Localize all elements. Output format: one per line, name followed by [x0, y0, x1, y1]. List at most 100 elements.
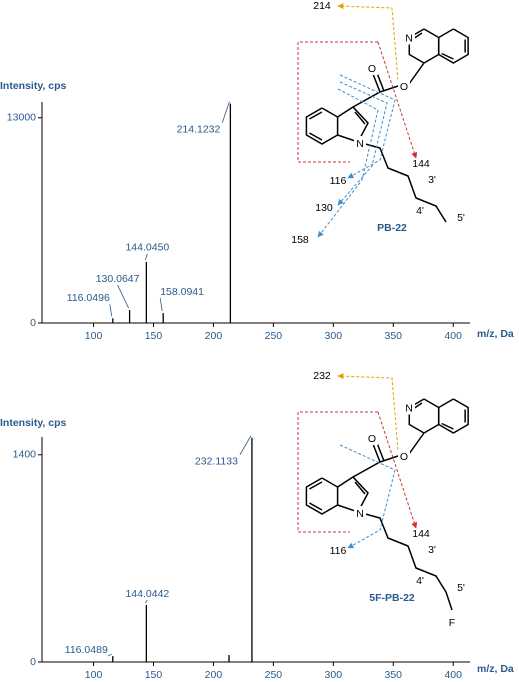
bond — [337, 476, 369, 513]
bond — [352, 455, 399, 478]
bond — [437, 28, 469, 64]
atom-bg — [354, 506, 366, 520]
bond — [445, 591, 453, 611]
bond — [357, 511, 447, 593]
position-label: 5' — [457, 582, 465, 594]
fragment-label: 144 — [412, 528, 430, 540]
atom-label: O — [368, 63, 376, 75]
fragment-label: 232 — [313, 370, 331, 382]
bond — [309, 481, 323, 490]
atom-bg — [366, 431, 378, 445]
fragment-label: 116 — [330, 175, 347, 187]
position-label: 4' — [416, 575, 424, 587]
bond — [357, 141, 447, 223]
fragment-label: 130 — [315, 202, 333, 214]
x-tick-label: 250 — [265, 669, 283, 681]
atom-label: F — [449, 617, 455, 629]
position-label: 4' — [416, 205, 424, 217]
leader-line — [109, 304, 113, 317]
cleavage-box — [297, 411, 378, 533]
leader-line — [144, 253, 148, 261]
bond — [337, 106, 369, 143]
bond — [437, 398, 469, 434]
leader-line — [107, 653, 112, 657]
atom-label: O — [368, 433, 376, 445]
y-tick-label: 0 — [30, 656, 36, 668]
peak-label: 144.0442 — [125, 588, 169, 600]
y-axis-title: Intensity, cps — [0, 80, 66, 92]
fragment-label: 116 — [330, 545, 347, 557]
y-tick-label: 1400 — [13, 449, 37, 461]
leader-line — [159, 297, 163, 312]
atom-bg — [403, 30, 415, 45]
bond — [408, 432, 425, 455]
bond — [441, 422, 454, 430]
fragment-arrow — [339, 74, 396, 179]
bond — [408, 62, 425, 85]
x-tick-label: 350 — [385, 330, 403, 342]
y-axis-title: Intensity, cps — [0, 417, 66, 429]
position-label: 3' — [428, 544, 436, 556]
x-axis-title: m/z, Da — [477, 663, 514, 675]
compound-name: PB-22 — [377, 222, 407, 234]
bond — [376, 72, 385, 92]
peak-label: 144.0450 — [125, 242, 169, 254]
structure: 214 144 116 130 158 3' 4' 5' N O O N PB-22 — [291, 0, 469, 246]
bond — [309, 502, 323, 511]
x-tick-label: 150 — [145, 669, 163, 681]
peak-label: 214.1232 — [177, 123, 221, 135]
atom-label: N — [405, 32, 413, 44]
fragment-arrow — [317, 88, 379, 238]
fragment-arrow — [337, 81, 388, 206]
atom-bg — [398, 79, 410, 93]
compound-name: 5F-PB-22 — [369, 592, 415, 604]
bond — [372, 73, 381, 93]
fragment-label: 144 — [412, 158, 430, 170]
leader-line — [117, 284, 129, 309]
bond — [441, 52, 454, 60]
x-tick-label: 400 — [444, 330, 462, 342]
x-tick-label: 100 — [85, 669, 103, 681]
y-tick-label: 0 — [30, 317, 36, 329]
position-label: 3' — [428, 174, 436, 186]
bond — [354, 111, 366, 125]
bond — [372, 443, 381, 463]
atom-label: N — [356, 508, 364, 520]
x-axis-title: m/z, Da — [477, 328, 514, 340]
x-tick-label: 300 — [325, 669, 343, 681]
atom-label: O — [400, 81, 408, 93]
peak-label: 232.1133 — [195, 456, 238, 468]
atom-bg — [366, 61, 378, 75]
leader-line — [145, 599, 148, 604]
fragment-arrow — [377, 411, 418, 529]
x-tick-label: 250 — [265, 330, 283, 342]
atom-bg — [354, 136, 366, 150]
x-tick-label: 300 — [325, 330, 343, 342]
peak-label: 158.0941 — [160, 286, 204, 298]
x-tick-label: 150 — [145, 330, 163, 342]
atom-label: N — [405, 402, 413, 414]
x-tick-label: 200 — [205, 330, 223, 342]
bond — [305, 107, 339, 145]
bond — [376, 442, 385, 462]
fragment-arrow — [377, 41, 418, 159]
x-tick-label: 100 — [85, 330, 103, 342]
peak-label: 130.0647 — [96, 273, 140, 285]
y-tick-label: 13000 — [7, 112, 36, 124]
bond — [305, 477, 339, 515]
fragment-arrow — [339, 444, 396, 549]
leader-line — [239, 435, 252, 455]
peak-label: 116.0496 — [67, 292, 110, 304]
atom-label: N — [356, 138, 364, 150]
bond — [309, 111, 323, 120]
x-tick-label: 350 — [385, 669, 403, 681]
atom-label: O — [400, 451, 408, 463]
atom-bg — [398, 449, 410, 463]
fragment-arrow — [337, 373, 399, 451]
atom-bg — [403, 400, 415, 415]
fragment-arrow — [337, 3, 399, 81]
bond — [309, 132, 323, 141]
structure: 232 144 116 3' 4' 5' N O O N F 5F-PB-22 — [297, 370, 469, 629]
position-label: 5' — [457, 212, 465, 224]
